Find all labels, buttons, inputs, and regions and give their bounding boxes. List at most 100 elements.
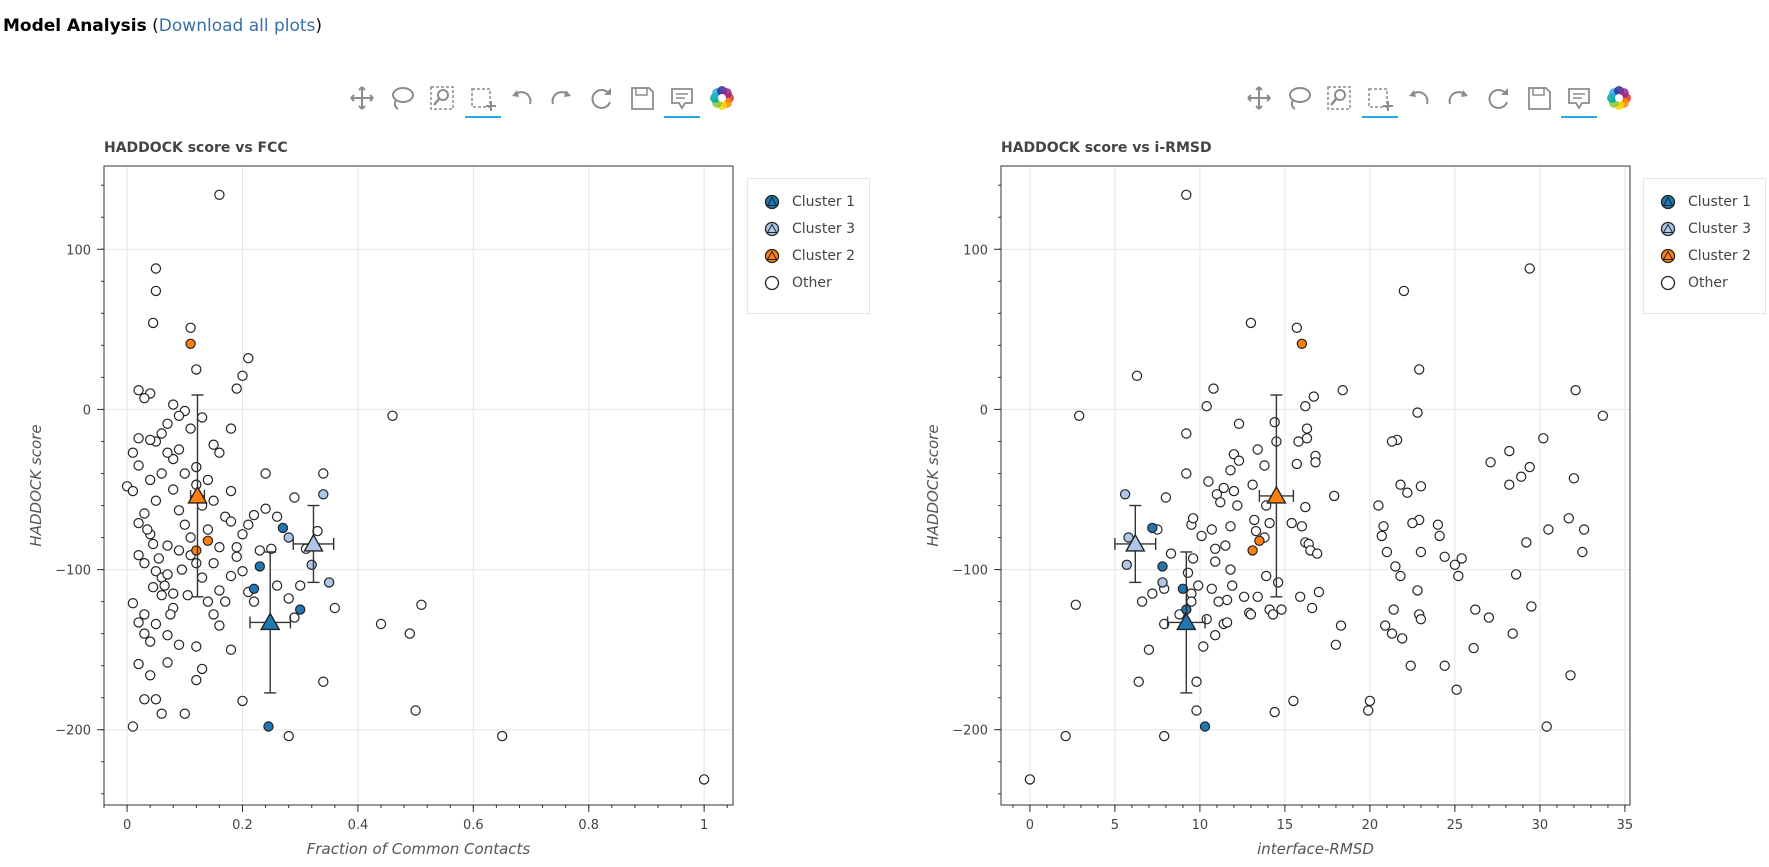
x-tick-label: 25 xyxy=(1447,818,1464,833)
x-tick-label: 0.2 xyxy=(232,818,253,833)
y-axis-label: HADDOCK score xyxy=(924,424,942,546)
page-title: Model Analysis xyxy=(3,16,147,36)
x-tick-label: 10 xyxy=(1192,818,1209,833)
box-select-icon[interactable] xyxy=(1362,84,1398,118)
point-other xyxy=(1209,630,1221,641)
reset-icon[interactable] xyxy=(1484,84,1512,112)
point-other xyxy=(173,639,185,651)
legend-item-cluster-2[interactable]: Cluster 2 xyxy=(1660,244,1751,268)
point-other xyxy=(147,582,159,593)
point-other xyxy=(133,385,144,396)
legend-item-cluster-1[interactable]: Cluster 1 xyxy=(1660,190,1751,214)
x-tick-label: 5 xyxy=(1111,818,1119,833)
point-other xyxy=(1362,705,1374,716)
point-other xyxy=(254,545,265,556)
legend-label: Cluster 3 xyxy=(1688,221,1752,237)
point-other xyxy=(1233,455,1245,466)
box-zoom-icon[interactable] xyxy=(1325,84,1353,112)
point-other xyxy=(1293,436,1304,447)
legend-label: Cluster 3 xyxy=(792,221,856,237)
point-other xyxy=(1232,500,1243,511)
point-other xyxy=(1181,428,1192,439)
point-other xyxy=(214,189,225,200)
undo-icon[interactable] xyxy=(1405,84,1433,112)
reset-icon[interactable] xyxy=(587,84,615,112)
legend-item-cluster-3[interactable]: Cluster 3 xyxy=(764,217,855,241)
point-other xyxy=(1301,433,1313,444)
redo-icon[interactable] xyxy=(547,84,575,112)
point-other xyxy=(173,444,185,455)
point-other xyxy=(191,461,202,473)
legend-item-other[interactable]: Other xyxy=(1660,271,1728,295)
legend-swatch xyxy=(764,275,780,291)
bokeh-logo-icon[interactable] xyxy=(708,84,736,112)
hover-icon[interactable] xyxy=(1561,84,1597,118)
fcc-scatter-chart[interactable]: 0 0.2 0.4 0.6 0.8 1 −200 −100 0 100 Fraction of Co… xyxy=(0,0,745,867)
y-tick-label: −100 xyxy=(55,564,91,579)
point-other xyxy=(162,657,173,668)
point-other xyxy=(1405,660,1416,671)
point-other xyxy=(1073,410,1085,421)
save-icon[interactable] xyxy=(628,84,656,112)
point-other xyxy=(1201,614,1212,625)
point-other xyxy=(1412,585,1423,596)
save-icon[interactable] xyxy=(1525,84,1553,112)
redo-icon[interactable] xyxy=(1444,84,1472,112)
redo-icon-glyph xyxy=(551,90,571,105)
point-cluster-1 xyxy=(1199,721,1211,732)
point-cluster-2 xyxy=(1296,338,1308,349)
undo-icon[interactable] xyxy=(508,84,536,112)
box-zoom-icon[interactable] xyxy=(428,84,456,112)
point-other xyxy=(162,630,173,641)
point-other xyxy=(202,474,214,486)
pan-icon[interactable] xyxy=(1245,84,1273,112)
bokeh-logo-icon[interactable] xyxy=(1605,84,1633,112)
point-other xyxy=(1483,612,1495,623)
chart-title-fcc: HADDOCK score vs FCC xyxy=(104,140,288,156)
plot-area: 0 0.2 0.4 0.6 0.8 1 −200 −100 0 100 Fraction of Co… xyxy=(27,165,734,858)
point-other xyxy=(1451,684,1462,695)
reset-icon-glyph xyxy=(1488,88,1508,109)
point-other xyxy=(1301,423,1313,434)
point-other xyxy=(1390,561,1401,572)
x-axis-label: Fraction of Common Contacts xyxy=(307,840,531,858)
point-other xyxy=(1305,545,1316,556)
point-other xyxy=(1250,525,1262,537)
point-other xyxy=(150,694,162,705)
legend-item-cluster-1[interactable]: Cluster 1 xyxy=(764,190,855,214)
point-other xyxy=(1286,517,1297,529)
point-other xyxy=(1225,521,1236,532)
point-cluster-1 xyxy=(1181,604,1192,615)
point-other xyxy=(1249,514,1260,526)
point-other xyxy=(1568,473,1580,484)
point-other xyxy=(1218,618,1229,630)
point-other xyxy=(1565,670,1576,681)
point-other xyxy=(1221,617,1233,628)
legend-label: Cluster 2 xyxy=(1688,248,1752,264)
x-axis-label: interface-RMSD xyxy=(1257,840,1374,858)
legend-swatch xyxy=(1660,194,1676,210)
point-other xyxy=(1396,633,1408,644)
plot-frame xyxy=(1000,165,1631,806)
lasso-select-icon[interactable] xyxy=(1285,84,1313,112)
legend-swatch xyxy=(1660,275,1676,291)
point-other xyxy=(133,517,144,529)
point-other xyxy=(318,676,329,687)
point-other xyxy=(1328,490,1340,502)
legend-item-cluster-3[interactable]: Cluster 3 xyxy=(1660,217,1751,241)
point-other xyxy=(191,641,202,652)
pan-icon-glyph xyxy=(350,86,374,110)
box-zoom-icon-glyph xyxy=(1327,86,1351,110)
lasso-select-icon[interactable] xyxy=(388,84,416,112)
legend-item-other[interactable]: Other xyxy=(764,271,832,295)
point-other xyxy=(1259,532,1270,543)
download-all-plots-link[interactable]: Download all plots xyxy=(158,16,316,36)
pan-icon[interactable] xyxy=(348,84,376,112)
point-other xyxy=(133,550,144,561)
point-other xyxy=(1311,548,1323,559)
point-other xyxy=(214,542,225,553)
hover-icon[interactable] xyxy=(664,84,700,118)
box-select-icon[interactable] xyxy=(465,84,501,118)
point-other xyxy=(185,532,196,543)
legend-item-cluster-2[interactable]: Cluster 2 xyxy=(764,244,855,268)
